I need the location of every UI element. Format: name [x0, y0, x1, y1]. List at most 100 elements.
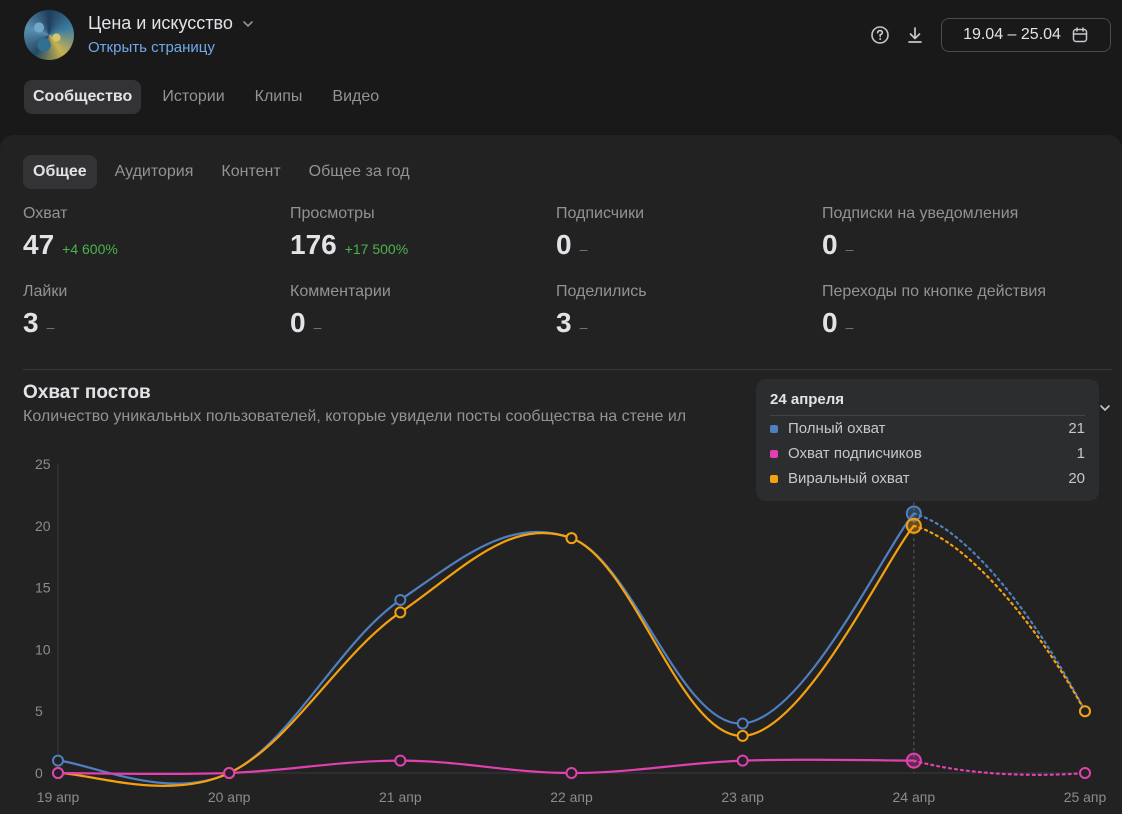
subtab-audience[interactable]: Аудитория	[114, 163, 194, 180]
data-point	[736, 754, 749, 767]
download-icon[interactable]	[904, 24, 926, 46]
data-point	[394, 754, 407, 767]
metric-delta: +4 600%	[62, 241, 118, 257]
metric-label: Охват	[23, 205, 68, 222]
open-page-link[interactable]: Открыть страницу	[88, 39, 215, 56]
tooltip-row: Охват подписчиков 1	[770, 441, 1085, 466]
stats-content: Общее Аудитория Контент Общее за год Охв…	[0, 135, 1122, 814]
metric-label: Лайки	[23, 283, 68, 300]
metric-delta: –	[46, 319, 55, 335]
subtab-year[interactable]: Общее за год	[308, 163, 410, 180]
metric-label: Комментарии	[290, 283, 391, 300]
data-point	[52, 767, 64, 779]
subtab-general[interactable]: Общее	[23, 155, 97, 189]
series-line-forecast	[912, 759, 1087, 776]
date-range-button[interactable]: 19.04 – 25.04	[941, 18, 1111, 52]
main-tabs: Сообщество Истории Клипы Видео	[24, 80, 400, 114]
metric-label: Подписки на уведомления	[822, 205, 1019, 222]
x-tick-label: 21 апр	[379, 789, 422, 805]
metric-action-clicks[interactable]: Переходы по кнопке действия 0–	[822, 283, 1088, 339]
y-tick-label: 25	[35, 456, 51, 472]
metric-delta: –	[845, 319, 854, 335]
metric-reach[interactable]: Охват 47 +4 600%	[23, 205, 289, 261]
page-header: Цена и искусство Открыть страницу 19.04 …	[0, 0, 1122, 135]
legend-swatch	[770, 424, 778, 433]
data-point	[565, 767, 578, 779]
sub-tabs: Общее Аудитория Контент Общее за год	[23, 155, 428, 189]
metric-delta: –	[579, 241, 588, 257]
x-tick-label: 24 апр	[893, 789, 936, 805]
metric-value: 47	[23, 229, 55, 260]
data-point	[52, 754, 64, 767]
metric-delta: +17 500%	[344, 241, 409, 257]
tooltip-series-name: Полный охват	[788, 420, 886, 437]
community-name: Цена и искусство	[88, 13, 233, 33]
community-selector[interactable]: Цена и искусство	[88, 13, 255, 34]
metric-label: Подписчики	[556, 205, 645, 222]
tooltip-series-value: 21	[1068, 420, 1085, 437]
series-line-forecast	[912, 512, 1087, 713]
y-tick-label: 0	[35, 765, 43, 781]
metric-label: Просмотры	[290, 205, 375, 222]
x-tick-label: 19 апр	[37, 789, 80, 805]
metric-subscribers[interactable]: Подписчики 0–	[556, 205, 822, 261]
tab-stories[interactable]: Истории	[162, 88, 225, 105]
data-point	[394, 593, 407, 606]
data-point	[565, 532, 578, 545]
tab-clips[interactable]: Клипы	[254, 88, 303, 105]
divider	[23, 369, 1112, 370]
data-point	[1079, 705, 1091, 718]
data-point	[736, 717, 749, 730]
community-avatar[interactable]	[24, 10, 74, 60]
series-line-forecast	[912, 524, 1087, 713]
metric-value: 0	[290, 307, 306, 338]
tooltip-series-name: Охват подписчиков	[788, 445, 922, 462]
x-tick-label: 23 апр	[721, 789, 764, 805]
tooltip-title: 24 апреля	[770, 391, 1085, 416]
section-title: Охват постов	[23, 382, 151, 403]
chevron-down-icon[interactable]	[1098, 401, 1112, 415]
x-tick-label: 20 апр	[208, 789, 251, 805]
data-point	[394, 606, 407, 619]
metric-label: Переходы по кнопке действия	[822, 283, 1047, 300]
data-point	[1079, 767, 1091, 779]
tab-video[interactable]: Видео	[332, 88, 380, 105]
tooltip-series-value: 1	[1076, 445, 1085, 462]
data-point	[223, 767, 236, 779]
y-tick-label: 15	[35, 580, 51, 596]
metric-views[interactable]: Просмотры 176 +17 500%	[290, 205, 556, 261]
date-range-label: 19.04 – 25.04	[963, 26, 1061, 43]
metric-delta: –	[313, 319, 322, 335]
metric-delta: –	[579, 319, 588, 335]
help-icon[interactable]	[869, 24, 891, 46]
y-tick-label: 10	[35, 641, 51, 657]
data-point	[905, 752, 922, 769]
x-tick-label: 22 апр	[550, 789, 593, 805]
tooltip-row: Полный охват 21	[770, 416, 1085, 441]
metric-shares[interactable]: Поделились 3–	[556, 283, 822, 339]
metric-value: 0	[822, 229, 838, 260]
data-point	[905, 505, 922, 522]
tooltip-row: Виральный охват 20	[770, 466, 1085, 491]
legend-swatch	[770, 474, 778, 483]
tooltip-series-value: 20	[1068, 470, 1085, 487]
metric-label: Поделились	[556, 283, 647, 300]
metric-value: 176	[290, 229, 337, 260]
calendar-icon	[1072, 27, 1088, 43]
metric-value: 0	[556, 229, 572, 260]
metric-likes[interactable]: Лайки 3–	[23, 283, 289, 339]
tab-community[interactable]: Сообщество	[24, 80, 142, 114]
subtab-content[interactable]: Контент	[221, 163, 281, 180]
x-tick-label: 25 апр	[1064, 789, 1107, 805]
data-point	[905, 517, 922, 534]
metric-comments[interactable]: Комментарии 0–	[290, 283, 556, 339]
data-point	[736, 729, 749, 742]
chart-tooltip: 24 апреля Полный охват 21 Охват подписчи…	[756, 379, 1099, 501]
metric-value: 3	[556, 307, 572, 338]
chevron-down-icon	[243, 20, 253, 27]
y-tick-label: 20	[35, 518, 51, 534]
metric-notifications[interactable]: Подписки на уведомления 0–	[822, 205, 1088, 261]
y-tick-label: 5	[35, 703, 43, 719]
section-subtitle: Количество уникальных пользователей, кот…	[23, 408, 687, 425]
